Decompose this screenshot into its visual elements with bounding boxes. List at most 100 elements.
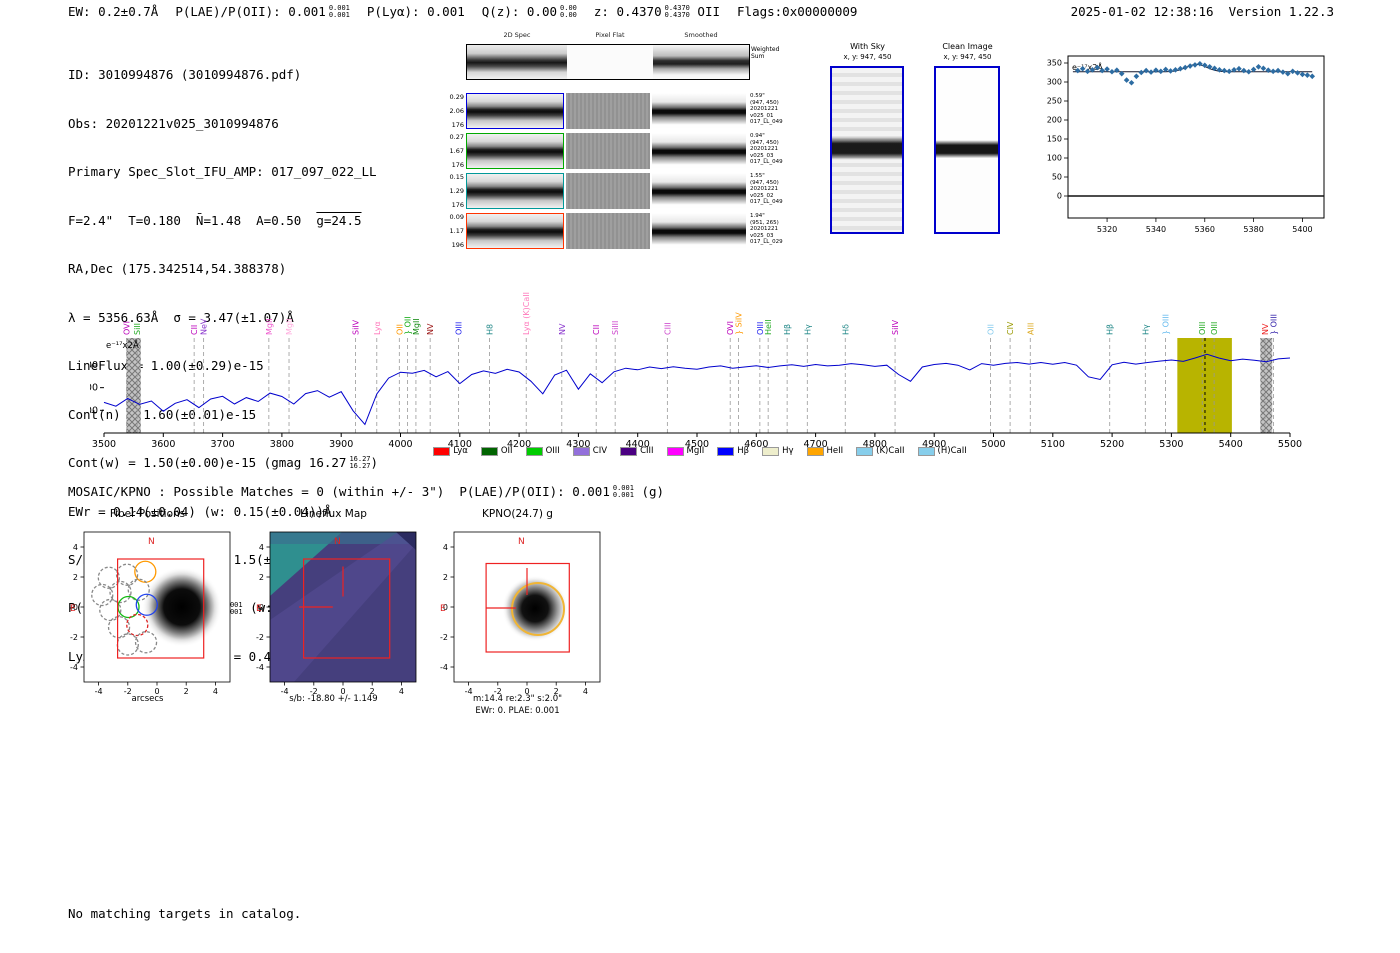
header-plae-errors: 0.001 0.001 (328, 3, 350, 19)
svg-text:CIII: CIII (663, 322, 672, 335)
svg-text:2: 2 (370, 687, 375, 696)
east-label: E (70, 604, 76, 614)
east-label: E (256, 604, 262, 614)
cutout-row: 0.27 1.67 176 0.94" (947, 450) 20201221 v025_0… (446, 133, 783, 169)
legend-item: OII (480, 446, 513, 456)
svg-text:SiII: SiII (133, 323, 142, 335)
legend-label: Hβ (737, 446, 750, 456)
svg-text:2: 2 (443, 573, 448, 582)
svg-text:NV: NV (426, 323, 435, 335)
svg-text:OVI: OVI (726, 321, 735, 335)
svg-text:-4: -4 (281, 687, 289, 696)
header-z-errors: 0.4370 0.4370 (664, 3, 690, 19)
legend-item: OIII (525, 446, 560, 456)
fiber-circle (126, 613, 149, 637)
svg-text:4: 4 (583, 687, 588, 696)
svg-text:4400: 4400 (626, 439, 650, 450)
cutout-2dspec-strip (466, 213, 564, 249)
svg-text:5300: 5300 (1159, 439, 1183, 450)
legend-item: Hβ (717, 446, 749, 456)
header-qz: Q(z): 0.00 0.00 0.00 (481, 3, 577, 19)
fiber-ifu-outline (116, 558, 205, 659)
svg-text:350: 350 (1047, 59, 1062, 68)
svg-text:2: 2 (184, 687, 189, 696)
fiber-circle (97, 566, 120, 589)
fiber-circle (107, 616, 131, 639)
weighted-sum-label: Weighted Sum (751, 46, 780, 60)
info-line-primary: Primary Spec_Slot_IFU_AMP: 017_097_022_L… (68, 164, 377, 180)
legend-swatch (717, 446, 735, 456)
legend-item: MgII (666, 446, 705, 456)
footer-line-1: No matching targets in catalog. (68, 906, 302, 922)
cutout-row: 0.15 1.29 176 1.55" (947, 450) 20201221 v025_0… (446, 173, 783, 209)
fiber-circles (91, 560, 158, 656)
legend-item: CIV (572, 446, 608, 456)
svg-text:3500: 3500 (92, 439, 116, 450)
legend-label: CIV (592, 446, 608, 456)
cutout-row-left-labels: 0.15 1.29 176 (449, 173, 464, 209)
footer-note: No matching targets in catalog. Row inte… (68, 874, 301, 953)
cutout-row-right-labels: 1.55" (947, 450) 20201221 v025_02 017_LL_049 (750, 173, 783, 206)
svg-text:200: 200 (1047, 116, 1062, 125)
header-summary: EW: 0.2±0.7Å P(LAE)/P(OII): 0.001 0.001 0… (68, 4, 857, 19)
svg-text:Hβ: Hβ (783, 324, 792, 335)
svg-text:SiIV: SiIV (891, 319, 900, 335)
svg-text:NeV: NeV (200, 318, 209, 335)
svg-text:5380: 5380 (1243, 225, 1263, 234)
mosaic-plae-errors: 0.001 0.001 (612, 483, 634, 499)
svg-text:4500: 4500 (685, 439, 709, 450)
header-line-type: OII (689, 4, 721, 19)
svg-text:-2: -2 (256, 633, 264, 642)
cutout-smoothed-strip (652, 93, 746, 129)
fiber-circle (109, 580, 132, 604)
svg-text:2: 2 (73, 573, 78, 582)
fiber-circle (134, 631, 158, 654)
svg-text:Hγ: Hγ (803, 324, 812, 335)
svg-text:-2: -2 (494, 687, 502, 696)
svg-text:4300: 4300 (566, 439, 590, 450)
fiber-circle (91, 583, 114, 607)
header-timestamp: 2025-01-02 12:38:16 Version 1.22.3 (1070, 4, 1334, 19)
svg-text:MgII: MgII (265, 318, 274, 335)
svg-text:4200: 4200 (507, 439, 531, 450)
legend-swatch (572, 446, 590, 456)
svg-text:4100: 4100 (448, 439, 472, 450)
legend-label: MgII (686, 446, 705, 456)
cutout-smoothed-strip (652, 173, 746, 209)
legend-item: HeII (806, 446, 843, 456)
svg-text:-2: -2 (310, 687, 318, 696)
svg-text:5000: 5000 (981, 439, 1005, 450)
clean-image (934, 66, 1000, 234)
svg-text:-4: -4 (95, 687, 103, 696)
fiber-circle (115, 563, 139, 586)
legend-swatch (917, 446, 935, 456)
svg-text:4: 4 (259, 543, 264, 552)
kpno-aperture-circle (511, 582, 565, 636)
svg-text:50: 50 (1052, 173, 1062, 182)
lineflux-axis-ticks: -4 -4 -2 -2 0 0 2 2 4 4 (256, 543, 404, 696)
svg-text:-2: -2 (124, 687, 132, 696)
info-line-obs: Obs: 20201221v025_3010994876 (68, 115, 279, 131)
weighted-sum-strip (466, 44, 750, 80)
cutout-row-left-labels: 0.09 1.17 196 (449, 213, 464, 249)
north-label: N (334, 537, 341, 547)
svg-text:OIII: OIII (455, 322, 464, 335)
svg-text:300: 300 (1047, 78, 1062, 87)
svg-text:0: 0 (154, 687, 159, 696)
info-line-lineflux: LineFlux = 1.00(±0.29)e-15 (68, 358, 264, 374)
legend-swatch (666, 446, 684, 456)
svg-text:4: 4 (399, 687, 404, 696)
svg-text:-4: -4 (70, 663, 78, 672)
kpno-title: KPNO(24.7) g (482, 508, 553, 520)
svg-text:4600: 4600 (744, 439, 768, 450)
info-line-wavelength: λ = 5356.63Å σ = 3.47(±1.07)Å (68, 309, 294, 325)
svg-text:} OII: } OII (404, 316, 413, 335)
north-label: N (518, 537, 525, 547)
kpno-image-panel: -4 -4 -2 -2 0 0 2 2 4 4 N E (440, 531, 601, 696)
legend-item: (K)CaII (856, 446, 905, 456)
lineflux-map-title: Lineflux Map (300, 508, 367, 520)
svg-text:4900: 4900 (922, 439, 946, 450)
weighted-flat-segment (567, 45, 653, 79)
svg-text:SiIV: SiIV (351, 319, 360, 335)
svg-text:3800: 3800 (270, 439, 294, 450)
